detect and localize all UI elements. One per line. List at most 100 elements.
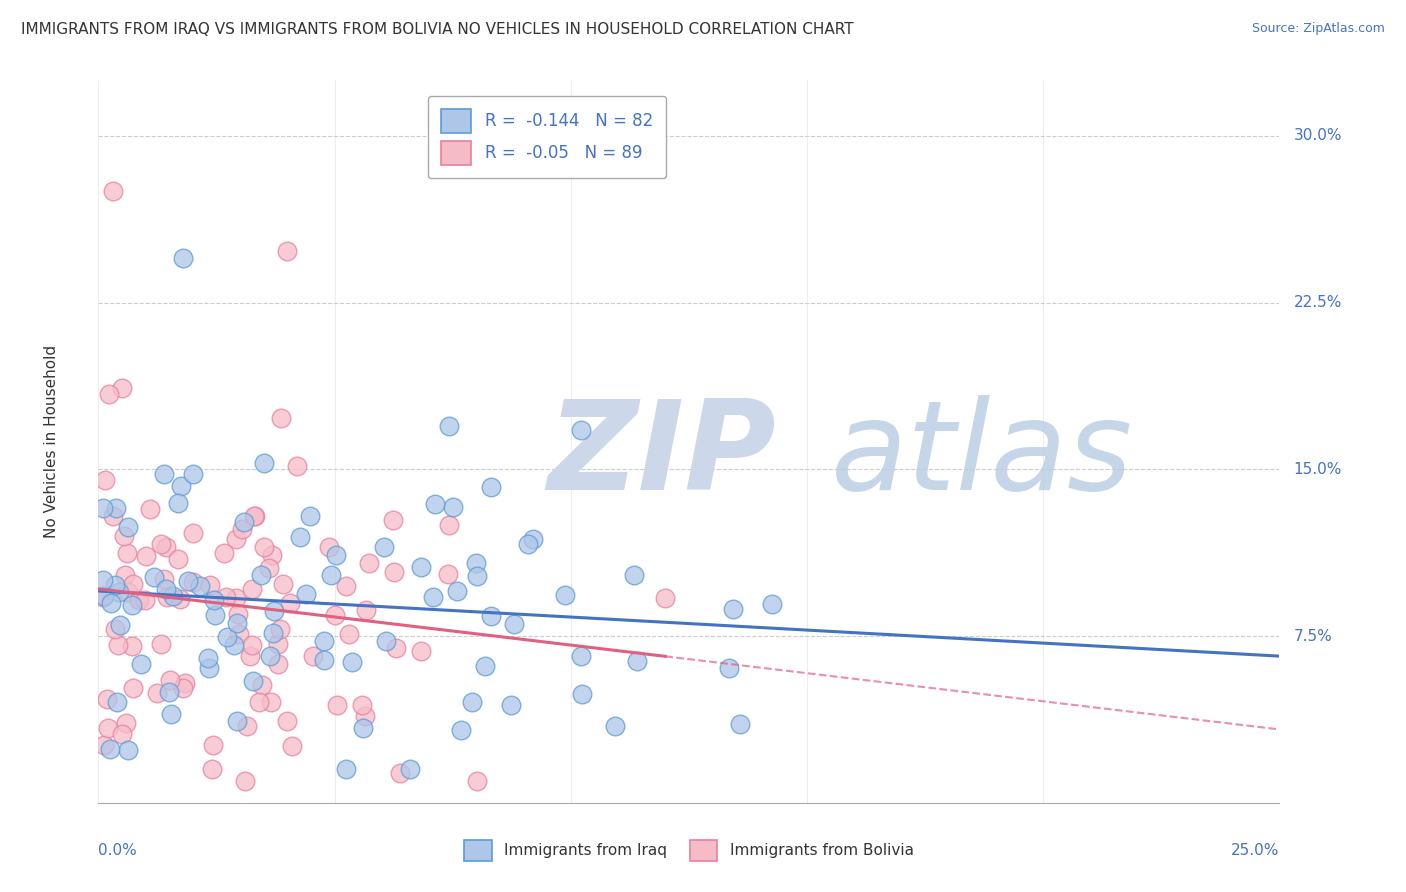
Point [295,587,318,601]
Point [172,681,194,695]
Point [232,515,254,529]
Point [96,691,118,706]
Point [93,738,115,752]
Point [108,585,131,599]
Point [603,719,626,733]
Point [623,567,645,582]
Point [290,530,312,544]
Point [446,584,468,599]
Point [319,567,342,582]
Point [169,591,191,606]
Point [318,540,340,554]
Point [222,638,245,652]
Point [150,637,173,651]
Point [228,627,250,641]
Point [153,467,176,481]
Text: 22.5%: 22.5% [1294,295,1341,310]
Point [240,638,263,652]
Point [202,593,225,607]
Point [337,626,360,640]
Point [298,508,321,523]
Point [441,500,464,514]
Point [215,590,238,604]
Point [155,540,177,554]
Point [312,652,335,666]
Legend: Immigrants from Iraq, Immigrants from Bolivia: Immigrants from Iraq, Immigrants from Bo… [458,833,920,867]
Point [225,532,247,546]
Point [479,608,502,623]
Point [340,655,363,669]
Point [111,380,134,394]
Point [253,540,276,554]
Point [201,739,224,753]
Point [181,574,204,589]
Point [233,773,256,788]
Point [200,578,222,592]
Point [135,549,157,563]
Point [104,577,127,591]
Point [157,685,180,699]
Point [115,546,138,560]
Point [162,590,184,604]
Point [173,675,195,690]
Point [357,556,380,570]
Point [325,607,347,622]
Point [153,572,176,586]
Point [198,660,221,674]
Point [352,721,374,735]
Point [276,244,298,259]
Point [285,459,308,474]
Point [260,548,283,562]
Point [626,654,648,668]
Point [177,574,200,588]
Point [240,582,263,596]
Text: 25.0%: 25.0% [1232,843,1279,857]
Point [389,765,412,780]
Point [242,673,264,688]
Point [239,649,262,664]
Point [474,659,496,673]
Point [188,579,211,593]
Point [134,593,156,607]
Point [278,596,301,610]
Point [728,716,751,731]
Point [247,695,270,709]
Point [385,640,408,655]
Point [257,560,280,574]
Point [761,597,783,611]
Point [259,649,281,664]
Point [156,590,179,604]
Point [267,657,290,671]
Point [155,582,177,596]
Point [571,687,593,701]
Point [172,251,194,265]
Point [262,625,284,640]
Point [243,509,266,524]
Point [325,548,347,562]
Point [91,573,114,587]
Point [335,763,357,777]
Point [117,520,139,534]
Point [522,533,544,547]
Point [554,588,576,602]
Point [159,673,181,687]
Point [721,602,744,616]
Text: 7.5%: 7.5% [1294,629,1333,643]
Point [108,618,131,632]
Point [105,501,128,516]
Point [114,567,136,582]
Point [160,706,183,721]
Point [250,568,273,582]
Point [167,552,190,566]
Point [267,637,290,651]
Point [302,648,325,663]
Point [461,695,484,709]
Point [101,185,124,199]
Point [146,686,169,700]
Point [479,480,502,494]
Point [245,509,267,524]
Point [150,537,173,551]
Point [422,590,444,604]
Point [271,577,294,591]
Point [212,546,235,560]
